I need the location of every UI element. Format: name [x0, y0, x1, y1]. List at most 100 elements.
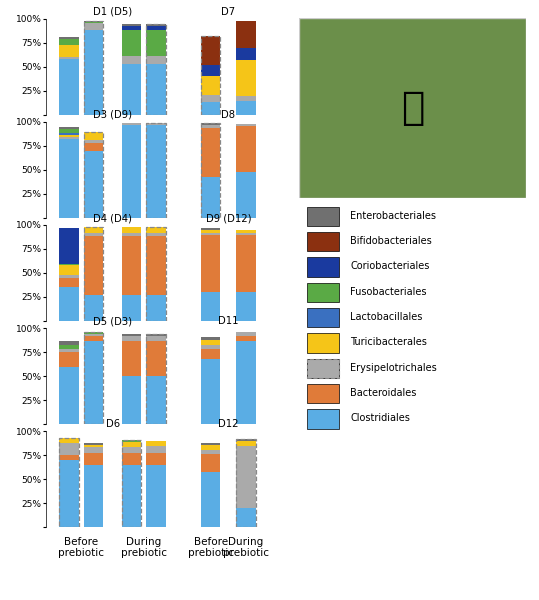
Bar [147, 233, 166, 236]
Text: During
prebiotic: During prebiotic [223, 536, 269, 558]
Bar [84, 332, 103, 334]
Text: 🐕: 🐕 [400, 89, 424, 127]
Bar [201, 235, 220, 292]
Text: D4 (D4): D4 (D4) [93, 213, 132, 223]
Bar [59, 128, 79, 133]
Bar [122, 26, 141, 30]
Bar [147, 125, 166, 218]
Bar [236, 49, 256, 60]
Bar [236, 22, 256, 49]
Bar [59, 37, 79, 39]
Bar [59, 228, 79, 265]
Bar [122, 64, 141, 115]
Bar [59, 438, 79, 527]
Bar [307, 409, 339, 428]
Bar [84, 20, 103, 22]
Bar [59, 455, 79, 460]
Bar [201, 125, 220, 128]
Bar [122, 454, 141, 465]
Bar [147, 336, 166, 341]
Bar [59, 460, 79, 527]
Bar [147, 236, 166, 295]
Text: Bacteroidales: Bacteroidales [350, 388, 417, 398]
Bar [59, 127, 79, 128]
Bar [236, 336, 256, 341]
Text: Enterobacteriales: Enterobacteriales [350, 211, 436, 221]
Text: D12: D12 [218, 419, 239, 430]
Bar [147, 454, 166, 465]
Bar [201, 123, 220, 125]
Text: Lactobacillales: Lactobacillales [350, 312, 423, 322]
Bar [84, 23, 103, 30]
Bar [147, 295, 166, 321]
Bar [201, 359, 220, 424]
Bar [122, 336, 141, 341]
Bar [201, 292, 220, 321]
Bar [307, 333, 339, 353]
Bar [201, 454, 220, 472]
Bar [122, 334, 141, 336]
Bar [201, 102, 220, 115]
Bar [122, 442, 141, 447]
Bar [201, 449, 220, 454]
Bar [201, 230, 220, 233]
Bar [84, 30, 103, 115]
Bar [122, 440, 141, 527]
Bar [201, 233, 220, 235]
Bar [59, 39, 79, 44]
Text: Clostridiales: Clostridiales [350, 413, 410, 424]
Bar [147, 30, 166, 56]
Bar [236, 292, 256, 321]
Bar [201, 65, 220, 76]
Bar [147, 376, 166, 424]
Bar [84, 143, 103, 151]
Bar [84, 236, 103, 295]
Bar [236, 60, 256, 97]
Bar [201, 337, 220, 340]
Bar [59, 352, 79, 367]
Bar [236, 508, 256, 527]
Bar [307, 359, 339, 378]
Bar [84, 332, 103, 424]
Bar [236, 125, 256, 172]
Bar [84, 133, 103, 218]
Bar [236, 441, 256, 446]
Bar [201, 344, 220, 349]
Bar [307, 308, 339, 327]
Bar [236, 124, 256, 125]
Bar [147, 441, 166, 446]
Bar [147, 64, 166, 115]
Text: D11: D11 [218, 316, 239, 326]
Bar [201, 123, 220, 218]
Bar [59, 349, 79, 352]
Bar [147, 446, 166, 454]
Bar [147, 227, 166, 321]
Bar [236, 230, 256, 233]
Bar [84, 454, 103, 465]
Bar [122, 341, 141, 376]
Text: Bifidobacteriales: Bifidobacteriales [350, 236, 432, 246]
Bar [84, 22, 103, 23]
Bar [59, 133, 79, 135]
Bar [59, 44, 79, 57]
Bar [236, 233, 256, 235]
Bar [236, 341, 256, 424]
Text: Erysipelotrichales: Erysipelotrichales [350, 362, 437, 373]
Text: D9 (D12): D9 (D12) [206, 213, 251, 223]
Bar [59, 341, 79, 344]
Bar [122, 447, 141, 454]
Bar [59, 438, 79, 443]
Text: Fusobacteriales: Fusobacteriales [350, 287, 427, 296]
Bar [201, 36, 220, 115]
Bar [147, 123, 166, 218]
Bar [147, 25, 166, 115]
Bar [201, 178, 220, 218]
Bar [122, 25, 141, 26]
Bar [122, 440, 141, 442]
Bar [122, 125, 141, 218]
Text: During
prebiotic: During prebiotic [121, 536, 167, 558]
Text: D5 (D3): D5 (D3) [93, 316, 132, 326]
Bar [201, 95, 220, 102]
Bar [307, 384, 339, 403]
Bar [236, 172, 256, 218]
